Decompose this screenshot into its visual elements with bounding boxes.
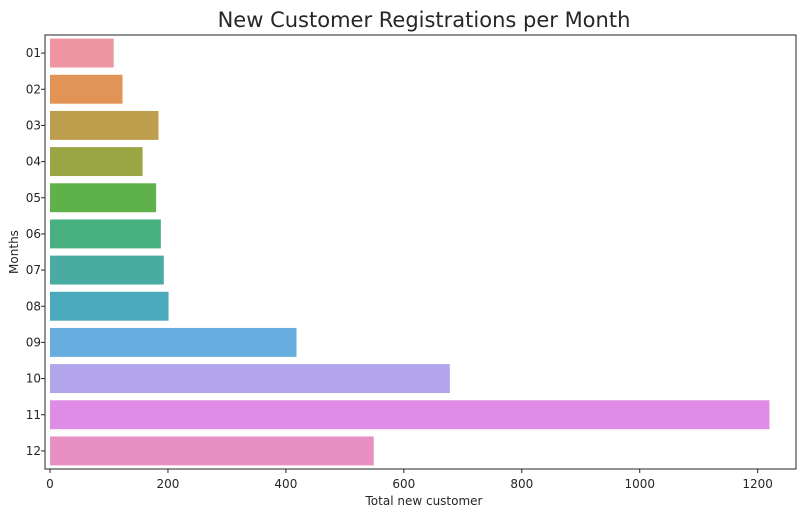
y-tick-label: 07	[26, 263, 41, 277]
bars-group	[50, 38, 770, 466]
y-tick-label: 10	[26, 372, 41, 386]
y-tick-labels: 01 02 03 04 05 06 07 08 09 10 11 12	[26, 46, 45, 458]
x-tick-label: 800	[510, 477, 533, 491]
x-tick-label: 200	[156, 477, 179, 491]
bar-08	[50, 291, 169, 321]
x-tick-label: 0	[46, 477, 54, 491]
bar-05	[50, 183, 157, 213]
bar-12	[50, 436, 374, 466]
bar-11	[50, 400, 770, 430]
chart-title: New Customer Registrations per Month	[218, 8, 631, 32]
y-tick-label: 05	[26, 191, 41, 205]
x-tick-label: 600	[392, 477, 415, 491]
bar-10	[50, 364, 450, 394]
y-tick-label: 09	[26, 335, 41, 349]
x-tick-label: 1000	[624, 477, 655, 491]
bar-07	[50, 255, 164, 285]
bar-01	[50, 38, 114, 68]
bar-04	[50, 147, 143, 177]
y-axis-label: Months	[7, 230, 21, 274]
x-tick-labels: 0 200 400 600 800 1000 1200	[46, 469, 773, 491]
bar-02	[50, 74, 123, 104]
y-tick-label: 12	[26, 444, 41, 458]
y-tick-label: 08	[26, 299, 41, 313]
bar-09	[50, 327, 297, 357]
x-tick-label: 400	[274, 477, 297, 491]
plot-area-frame	[44, 34, 797, 470]
bar-06	[50, 219, 161, 249]
y-tick-label: 06	[26, 227, 41, 241]
y-tick-label: 01	[26, 46, 41, 60]
bar-03	[50, 110, 159, 140]
x-tick-label: 1200	[742, 477, 773, 491]
x-axis-label: Total new customer	[365, 494, 483, 508]
y-tick-label: 11	[26, 408, 41, 422]
y-tick-label: 02	[26, 82, 41, 96]
y-tick-label: 04	[26, 155, 41, 169]
y-tick-label: 03	[26, 118, 41, 132]
